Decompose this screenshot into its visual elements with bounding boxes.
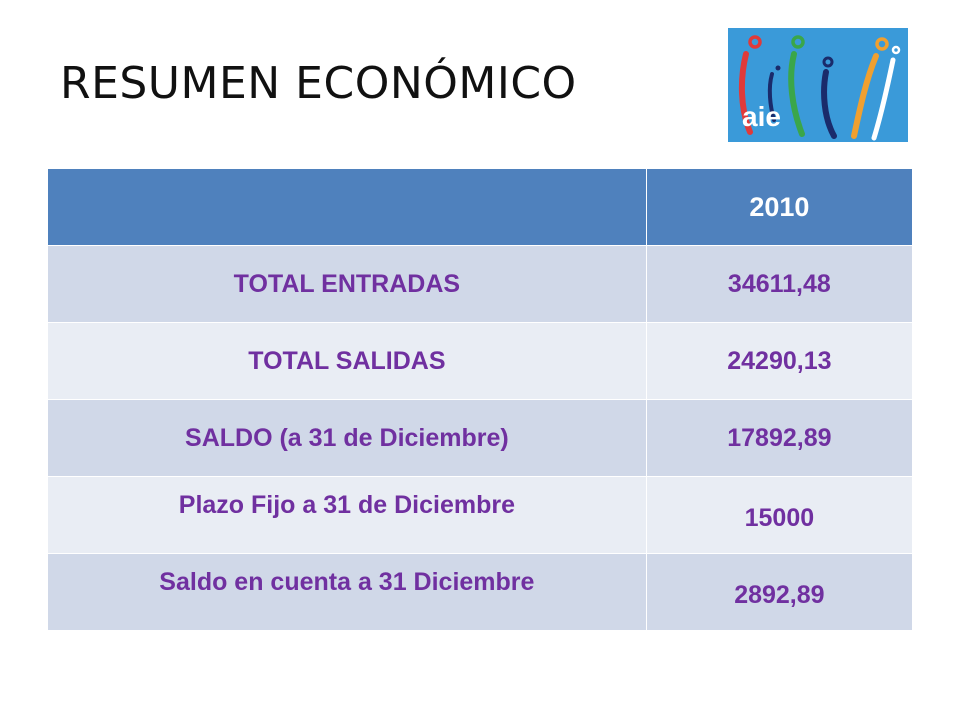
row-label: TOTAL ENTRADAS xyxy=(47,245,647,323)
row-value-cell: 15000 xyxy=(645,476,914,554)
table-row: TOTAL ENTRADAS 34611,48 xyxy=(47,245,914,323)
aie-logo: aie xyxy=(728,28,908,142)
logo-text: aie xyxy=(742,101,781,132)
header-label-cell xyxy=(47,168,647,246)
row-label: Saldo en cuenta a 31 Diciembre xyxy=(159,567,535,596)
table-row: Plazo Fijo a 31 de Diciembre 15000 xyxy=(47,476,914,554)
row-label-cell: Plazo Fijo a 31 de Diciembre xyxy=(47,476,647,554)
row-value: 2892,89 xyxy=(734,580,825,609)
row-value: 34611,48 xyxy=(645,245,914,323)
row-value: 15000 xyxy=(744,503,815,532)
table-row: Saldo en cuenta a 31 Diciembre 2892,89 xyxy=(47,553,914,631)
table-row: TOTAL SALIDAS 24290,13 xyxy=(47,322,914,400)
table-header-row: 2010 xyxy=(47,168,914,246)
row-label: TOTAL SALIDAS xyxy=(47,322,647,400)
row-label: Plazo Fijo a 31 de Diciembre xyxy=(178,490,515,519)
row-value: 17892,89 xyxy=(645,399,914,477)
page-title: RESUMEN ECONÓMICO xyxy=(60,58,577,109)
row-value-cell: 2892,89 xyxy=(645,553,914,631)
header-year-cell: 2010 xyxy=(645,168,914,246)
table-row: SALDO (a 31 de Diciembre) 17892,89 xyxy=(47,399,914,477)
economic-summary-table: 2010 TOTAL ENTRADAS 34611,48 TOTAL SALID… xyxy=(47,168,914,631)
row-label-cell: Saldo en cuenta a 31 Diciembre xyxy=(47,553,647,631)
row-label: SALDO (a 31 de Diciembre) xyxy=(47,399,647,477)
row-value: 24290,13 xyxy=(645,322,914,400)
